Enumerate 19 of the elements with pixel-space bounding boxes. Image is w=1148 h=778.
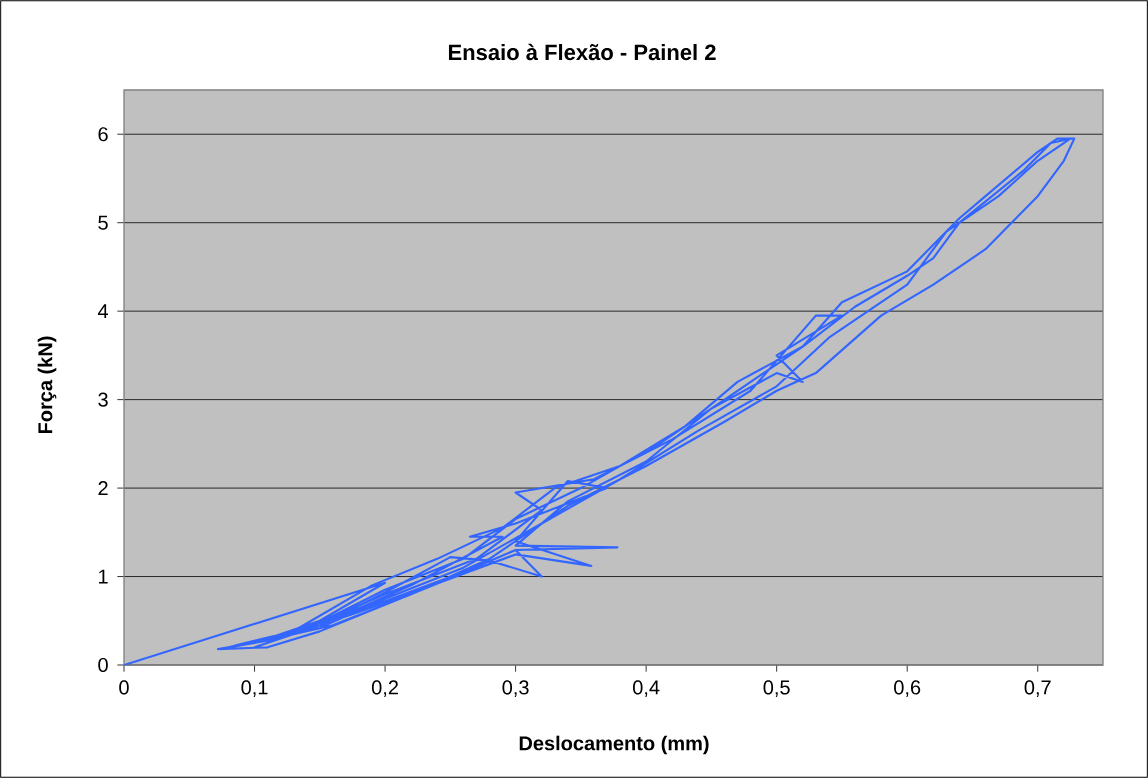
x-tick-label: 0 (119, 680, 129, 695)
y-tick-label: 1 (99, 569, 108, 584)
chart-title: Ensaio à Flexão - Painel 2 (448, 43, 716, 61)
x-tick-label: 0,6 (894, 680, 921, 697)
y-tick-label: 6 (98, 127, 108, 142)
x-tick-label: 0,3 (502, 680, 529, 697)
y-tick-label: 3 (98, 392, 108, 407)
x-tick-label: 0,1 (241, 680, 268, 697)
line-series (124, 137, 1076, 665)
x-tick-label: 0,2 (371, 680, 398, 697)
x-tick-label: 0,7 (1024, 680, 1051, 697)
x-tick-label: 0,5 (763, 680, 790, 697)
y-tick-label: 5 (98, 215, 108, 230)
y-tick-label: 0 (98, 657, 108, 673)
y-axis-title: Força (kN) (37, 336, 57, 434)
x-tick-label: 0,4 (633, 680, 660, 697)
x-axis-title: Deslocamento (mm) (519, 735, 709, 755)
y-tick-label: 2 (98, 481, 108, 496)
y-tick-label: 4 (97, 304, 109, 319)
